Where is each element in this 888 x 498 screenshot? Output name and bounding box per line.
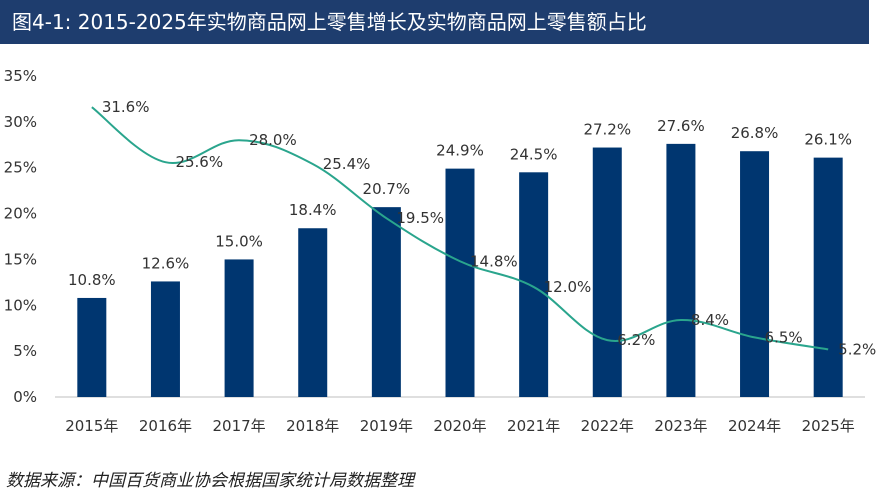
x-tick-label: 2022年 [581, 417, 634, 435]
x-tick-label: 2024年 [728, 417, 781, 435]
bar-2017年 [224, 259, 254, 397]
bar-2022年 [592, 147, 622, 397]
bar-2018年 [298, 228, 328, 397]
bar-value-label: 18.4% [289, 201, 337, 219]
x-tick-label: 2020年 [433, 417, 486, 435]
bar-2020年 [445, 168, 475, 397]
bar-value-label: 24.9% [436, 142, 484, 160]
bar-value-label: 27.6% [657, 117, 705, 135]
bar-2021年 [519, 172, 549, 397]
growth-line [91, 106, 829, 351]
y-tick-label: 20% [4, 205, 37, 223]
y-tick-label: 5% [13, 342, 37, 360]
y-tick-label: 15% [4, 250, 37, 268]
y-tick-label: 10% [4, 296, 37, 314]
y-tick-label: 25% [4, 159, 37, 177]
bar-value-label: 15.0% [215, 232, 263, 250]
bar-value-label: 10.8% [68, 271, 116, 289]
line-value-label: 6.2% [617, 331, 655, 349]
x-tick-label: 2015年 [65, 417, 118, 435]
x-tick-label: 2023年 [654, 417, 707, 435]
line-value-label: 8.4% [691, 311, 729, 329]
line-value-label: 25.4% [323, 155, 371, 173]
bar-value-label: 26.1% [804, 131, 852, 149]
bar-2019年 [371, 207, 401, 397]
x-tick-label: 2017年 [212, 417, 265, 435]
y-tick-label: 30% [4, 113, 37, 131]
y-tick-label: 35% [4, 67, 37, 85]
line-value-label: 5.2% [838, 340, 876, 358]
bar-2016年 [150, 281, 180, 397]
chart-plot-area: 0% 5% 10% 15% 20% 25% 30% 35% 10.8% 12.6% 15.0% 18.… [4, 67, 877, 435]
x-tick-label: 2018年 [286, 417, 339, 435]
line-value-label: 31.6% [102, 98, 150, 116]
x-tick-label: 2019年 [360, 417, 413, 435]
bar-value-label: 27.2% [583, 121, 631, 139]
chart-title: 图4-1: 2015-2025年实物商品网上零售增长及实物商品网上零售额占比 [0, 0, 869, 44]
bar-2023年 [666, 143, 696, 397]
bar-value-label: 12.6% [142, 254, 190, 272]
bar-value-label: 26.8% [731, 124, 779, 142]
bar-2024年 [740, 151, 770, 397]
line-value-label: 28.0% [249, 131, 297, 149]
bar-value-label: 20.7% [363, 180, 411, 198]
line-value-label: 25.6% [175, 153, 223, 171]
bar-value-label: 24.5% [510, 145, 558, 163]
line-value-label: 19.5% [396, 209, 444, 227]
line-value-label: 6.5% [765, 328, 803, 346]
source-note: 数据来源：中国百货商业协会根据国家统计局数据整理 [6, 471, 414, 491]
line-value-label: 12.0% [544, 278, 592, 296]
x-tick-label: 2025年 [802, 417, 855, 435]
bar-2015年 [77, 297, 107, 397]
x-tick-label: 2021年 [507, 417, 560, 435]
bar-2025年 [813, 157, 843, 397]
y-tick-label: 0% [13, 388, 37, 406]
x-tick-label: 2016年 [139, 417, 192, 435]
line-value-label: 14.8% [470, 252, 518, 270]
